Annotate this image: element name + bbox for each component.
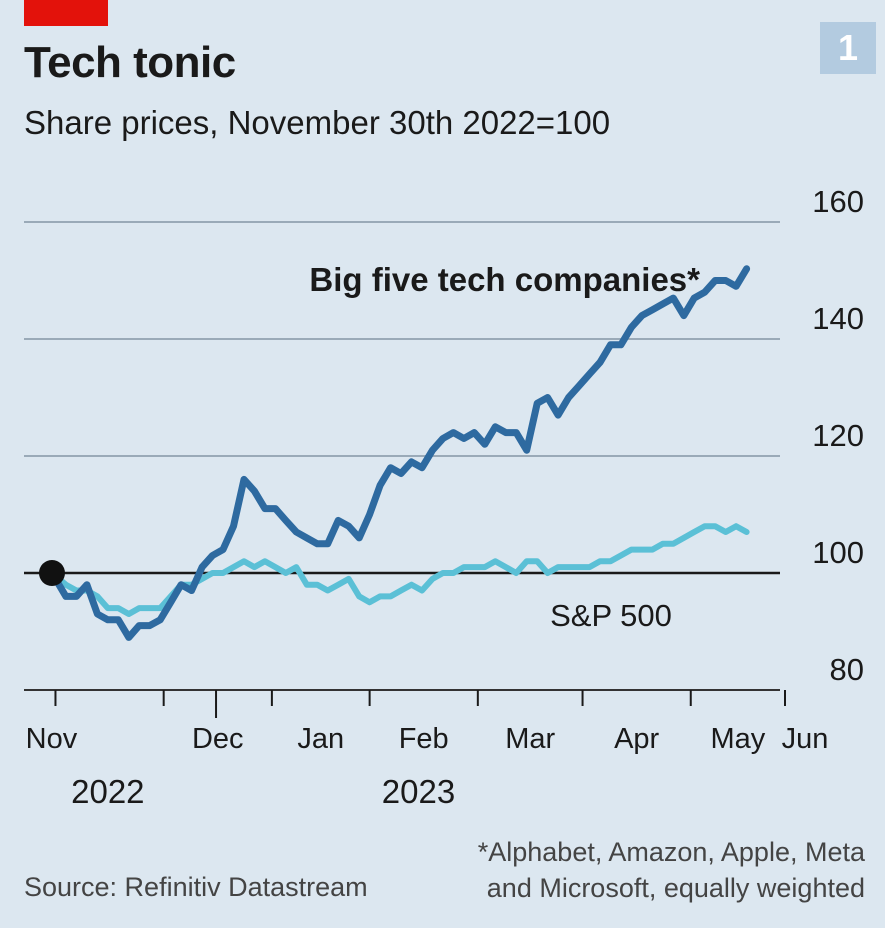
- year-label: 2023: [382, 773, 455, 810]
- series-label-sp500: S&P 500: [550, 598, 672, 633]
- footnote: *Alphabet, Amazon, Apple, Meta and Micro…: [478, 834, 865, 906]
- chart-title: Tech tonic: [24, 38, 236, 87]
- x-tick-label: Feb: [399, 723, 449, 755]
- footnote-line-2: and Microsoft, equally weighted: [486, 873, 865, 903]
- y-tick-label: 160: [812, 184, 864, 219]
- x-tick-label: Apr: [614, 723, 659, 755]
- x-tick-label: Dec: [192, 723, 244, 755]
- series-label-big-five: Big five tech companies*: [309, 261, 700, 298]
- chart-subtitle: Share prices, November 30th 2022=100: [24, 104, 611, 141]
- year-label: 2022: [71, 773, 144, 810]
- y-tick-label: 120: [812, 418, 864, 453]
- source-note: Source: Refinitiv Datastream: [24, 872, 368, 902]
- y-tick-label: 100: [812, 535, 864, 570]
- x-tick-label: Jun: [782, 723, 829, 755]
- start-marker-dot: [38, 560, 65, 586]
- x-tick-label: May: [710, 723, 765, 755]
- footnote-line-1: *Alphabet, Amazon, Apple, Meta: [477, 837, 865, 867]
- x-tick-label: Mar: [505, 723, 555, 755]
- y-tick-label: 140: [812, 301, 864, 336]
- brand-red-tag: [24, 0, 108, 26]
- x-tick-label: Jan: [297, 723, 344, 755]
- x-tick-label: Nov: [26, 723, 78, 755]
- y-tick-label: 80: [830, 652, 864, 687]
- series-line-big-five: [48, 265, 751, 641]
- chart-number-badge: 1: [820, 22, 876, 74]
